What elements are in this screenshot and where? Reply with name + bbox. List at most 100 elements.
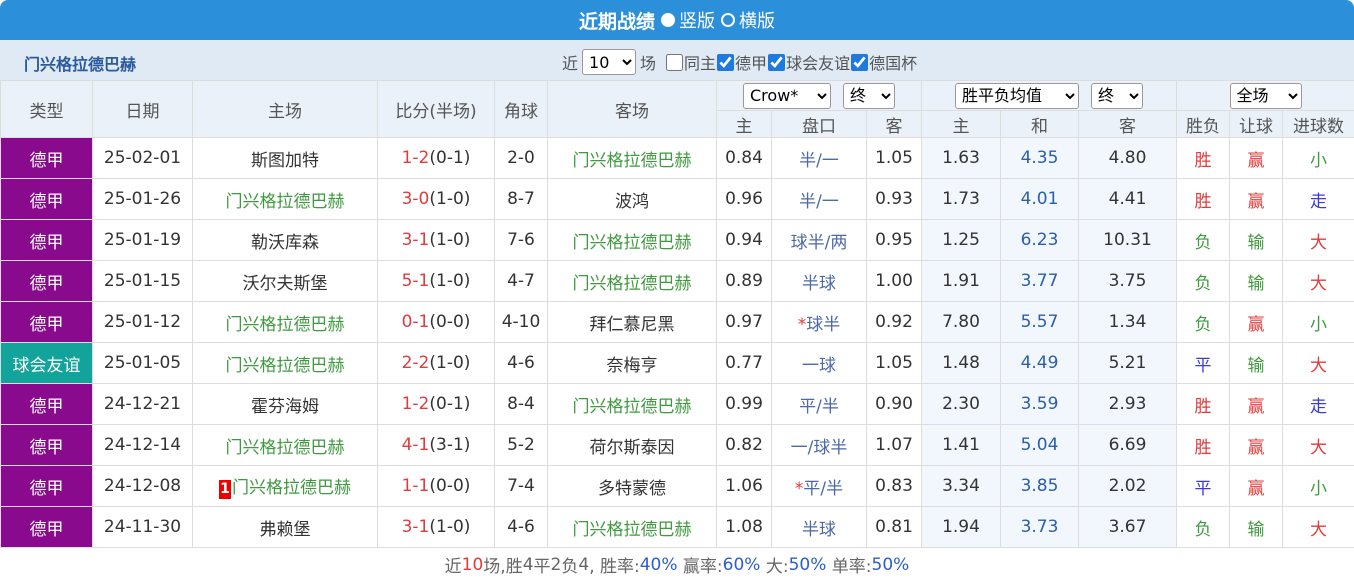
result-goals: 大 <box>1283 507 1354 548</box>
odds-away: 0.83 <box>867 466 922 507</box>
count-select[interactable]: 10 <box>582 49 636 75</box>
full-score: 4-1 <box>402 435 430 455</box>
radio[interactable] <box>661 13 675 27</box>
select[interactable]: Crow* <box>743 83 831 109</box>
result-goals: 小 <box>1283 466 1354 507</box>
corners: 5-2 <box>495 425 548 466</box>
home-team: 门兴格拉德巴赫 <box>193 343 378 384</box>
league: 德甲 <box>1 466 93 507</box>
full-score: 2-2 <box>402 353 430 373</box>
result-res: 胜 <box>1177 384 1230 425</box>
result-goals: 大 <box>1283 425 1354 466</box>
sub-header: 客 <box>867 111 922 138</box>
handicap: 平/半 <box>772 384 867 425</box>
result-res: 负 <box>1177 220 1230 261</box>
summary-part: 场,胜 <box>483 552 522 577</box>
corners: 2-0 <box>495 138 548 179</box>
corners: 4-10 <box>495 302 548 343</box>
home-name: 斯图加特 <box>251 151 319 171</box>
result-goals: 大 <box>1283 261 1354 302</box>
corners: 4-7 <box>495 261 548 302</box>
away-team: 门兴格拉德巴赫 <box>548 220 717 261</box>
half-score: (1-0) <box>429 353 470 373</box>
date: 24-11-30 <box>93 507 193 548</box>
result-goals: 大 <box>1283 343 1354 384</box>
summary-part: 50% <box>872 555 910 575</box>
score: 2-2(1-0) <box>378 343 495 384</box>
home-name: 门兴格拉德巴赫 <box>232 478 351 498</box>
date: 25-01-19 <box>93 220 193 261</box>
avg-loss: 4.41 <box>1079 179 1177 220</box>
score: 3-0(1-0) <box>378 179 495 220</box>
odds-away: 0.90 <box>867 384 922 425</box>
league: 德甲 <box>1 220 93 261</box>
home-name: 门兴格拉德巴赫 <box>226 315 345 335</box>
summary-part: 60% <box>723 555 761 575</box>
home-team: 沃尔夫斯堡 <box>193 261 378 302</box>
summary-part: 赢率: <box>678 552 723 577</box>
half-score: (0-1) <box>429 148 470 168</box>
summary-part: 负 <box>561 552 578 577</box>
result-res: 平 <box>1177 466 1230 507</box>
select[interactable]: 胜平负均值 <box>955 83 1079 109</box>
date: 25-02-01 <box>93 138 193 179</box>
home-name: 沃尔夫斯堡 <box>243 274 328 294</box>
corners: 8-4 <box>495 384 548 425</box>
summary-part: 单率: <box>826 552 871 577</box>
checkbox-label[interactable]: 德国杯 <box>869 50 917 74</box>
avg-draw: 4.35 <box>1001 138 1079 179</box>
select[interactable]: 全场 <box>1230 83 1302 109</box>
odds-home: 1.08 <box>717 507 772 548</box>
sub-header: 主 <box>922 111 1001 138</box>
radio[interactable] <box>721 13 735 27</box>
avg-draw: 4.01 <box>1001 179 1079 220</box>
league: 德甲 <box>1 138 93 179</box>
odds-away: 1.07 <box>867 425 922 466</box>
checkbox[interactable] <box>851 54 868 71</box>
result-rq: 输 <box>1230 261 1283 302</box>
result-goals: 小 <box>1283 138 1354 179</box>
column-header: 主场 <box>193 81 378 138</box>
avg-loss: 2.93 <box>1079 384 1177 425</box>
avg-loss: 4.80 <box>1079 138 1177 179</box>
radio-label[interactable]: 竖版 <box>679 7 715 33</box>
home-team: 霍芬海姆 <box>193 384 378 425</box>
checkbox[interactable] <box>768 54 785 71</box>
score: 0-1(0-0) <box>378 302 495 343</box>
result-rq: 赢 <box>1230 425 1283 466</box>
select-cell: 全场 <box>1177 81 1354 111</box>
half-score: (1-0) <box>429 230 470 250</box>
select[interactable]: 终 <box>1091 83 1143 109</box>
checkbox-label[interactable]: 球会友谊 <box>786 50 850 74</box>
full-score: 1-2 <box>402 394 430 414</box>
result-res: 负 <box>1177 302 1230 343</box>
home-name: 霍芬海姆 <box>251 397 319 417</box>
radio-label[interactable]: 横版 <box>739 7 775 33</box>
checkbox-label[interactable]: 德甲 <box>735 50 767 74</box>
summary-part: 4 <box>523 555 534 575</box>
handicap-line: 半球 <box>802 520 836 540</box>
away-team: 多特蒙德 <box>548 466 717 507</box>
handicap-line: 半/一 <box>799 192 839 212</box>
summary-part: , 胜率: <box>589 552 640 577</box>
avg-loss: 3.67 <box>1079 507 1177 548</box>
checkbox[interactable] <box>666 54 683 71</box>
home-team: 门兴格拉德巴赫 <box>193 425 378 466</box>
score: 1-2(0-1) <box>378 138 495 179</box>
handicap-line: 一/球半 <box>791 438 848 458</box>
away-team: 荷尔斯泰因 <box>548 425 717 466</box>
avg-win: 1.48 <box>922 343 1001 384</box>
checkbox-label[interactable]: 同主 <box>684 50 716 74</box>
checkbox[interactable] <box>717 54 734 71</box>
avg-draw: 5.57 <box>1001 302 1079 343</box>
sub-header: 主 <box>717 111 772 138</box>
rank-badge: 1 <box>219 480 231 499</box>
select-cell: 胜平负均值终 <box>922 81 1177 111</box>
select[interactable]: 终 <box>843 83 895 109</box>
